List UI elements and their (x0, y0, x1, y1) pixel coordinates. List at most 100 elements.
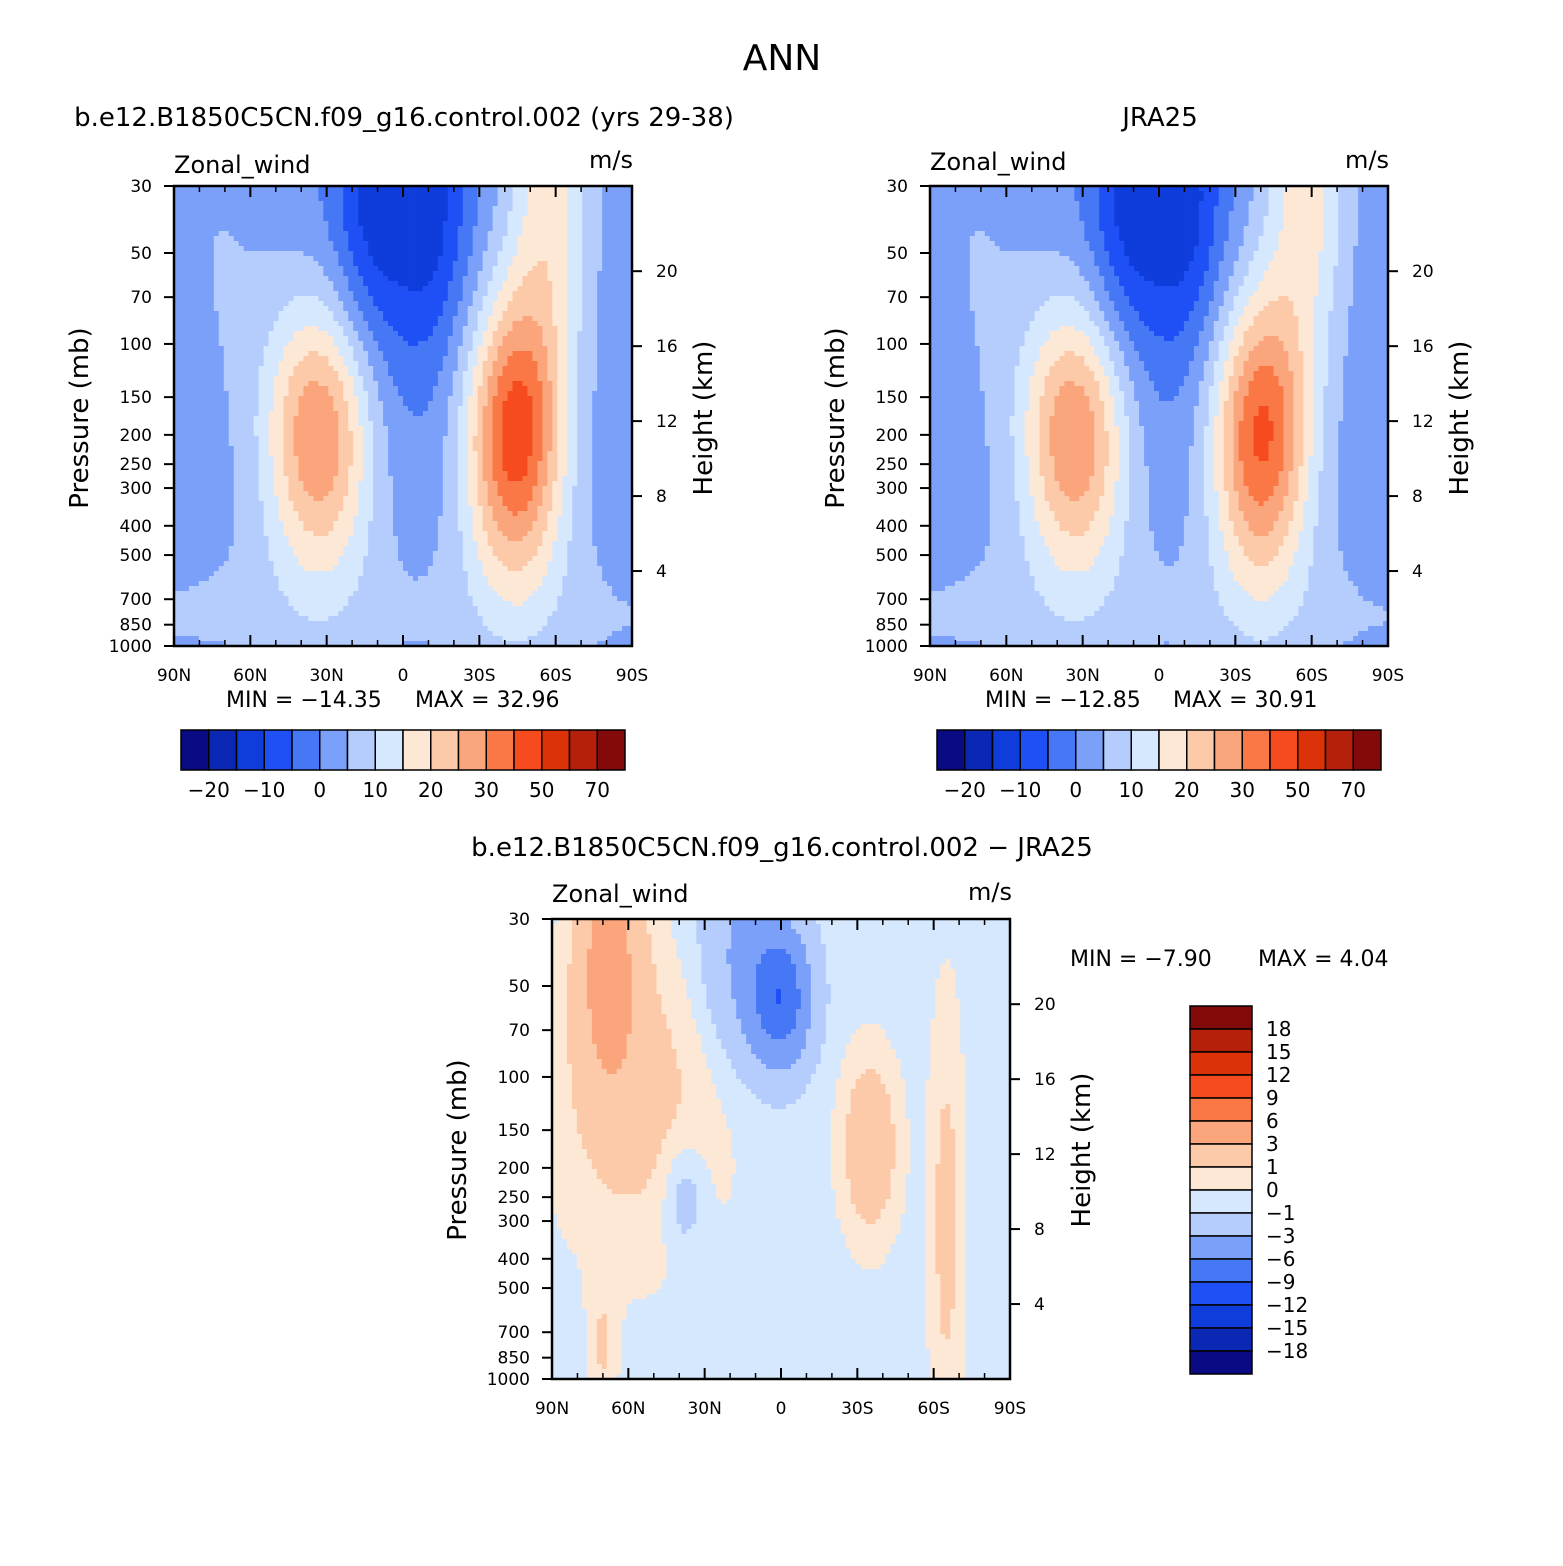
field-cell (368, 421, 374, 427)
field-cell (617, 346, 623, 352)
field-cell (283, 436, 290, 442)
field-cell (597, 376, 603, 382)
field-cell (432, 306, 439, 312)
field-cell (313, 261, 319, 267)
field-cell (213, 291, 220, 297)
field-cell (572, 296, 578, 302)
field-cell (198, 206, 205, 212)
field-cell (308, 436, 314, 442)
field-cell (492, 246, 499, 252)
field-cell (174, 316, 180, 322)
field-cell (268, 366, 275, 372)
field-cell (183, 281, 190, 287)
field-cell (587, 281, 593, 287)
field-cell (188, 431, 195, 437)
field-cell (412, 311, 419, 317)
field-cell (393, 376, 399, 382)
field-cell (537, 386, 543, 392)
field-cell (328, 306, 334, 312)
field-cell (607, 451, 613, 457)
field-cell (203, 331, 210, 337)
field-cell (477, 446, 484, 452)
field-cell (403, 366, 409, 372)
field-cell (238, 411, 245, 417)
field-cell (577, 351, 583, 357)
field-cell (393, 296, 399, 302)
field-cell (323, 391, 329, 397)
field-cell (472, 431, 479, 437)
field-cell (492, 316, 499, 322)
field-cell (417, 266, 424, 272)
field-cell (333, 296, 339, 302)
field-cell (398, 381, 404, 387)
field-cell (462, 201, 469, 207)
field-cell (552, 271, 558, 277)
field-cell (617, 436, 623, 442)
field-cell (567, 386, 573, 392)
field-cell (462, 391, 469, 397)
field-cell (383, 326, 389, 332)
field-cell (388, 416, 394, 422)
field-cell (462, 326, 469, 332)
field-cell (358, 341, 364, 347)
field-cell (622, 206, 628, 212)
field-cell (572, 431, 578, 437)
field-cell (617, 431, 623, 437)
field-cell (547, 221, 553, 227)
field-cell (198, 366, 205, 372)
field-cell (198, 321, 205, 327)
field-cell (437, 271, 444, 277)
field-cell (412, 281, 419, 287)
field-cell (243, 276, 250, 282)
field-cell (437, 301, 444, 307)
field-cell (432, 296, 439, 302)
field-cell (482, 186, 489, 192)
field-cell (243, 256, 250, 262)
field-cell (482, 351, 489, 357)
field-cell (557, 226, 563, 232)
field-cell (293, 261, 300, 267)
field-cell (243, 221, 250, 227)
field-cell (293, 436, 300, 442)
field-cell (378, 346, 384, 352)
field-cell (393, 196, 399, 202)
field-cell (502, 236, 509, 242)
field-cell (353, 251, 359, 257)
field-cell (243, 386, 250, 392)
field-cell (527, 441, 534, 447)
field-cell (358, 326, 364, 332)
field-cell (178, 226, 185, 232)
field-cell (388, 266, 394, 272)
field-cell (462, 436, 469, 442)
field-cell (467, 286, 474, 292)
field-cell (393, 451, 399, 457)
field-cell (253, 196, 260, 202)
field-cell (577, 241, 583, 247)
field-cell (557, 371, 563, 377)
field-cell (597, 236, 603, 242)
field-cell (502, 411, 509, 417)
field-cell (582, 221, 588, 227)
field-cell (273, 431, 280, 437)
field-cell (278, 236, 285, 242)
field-cell (243, 346, 250, 352)
field-cell (403, 336, 409, 342)
field-cell (487, 256, 494, 262)
field-cell (572, 366, 578, 372)
field-cell (188, 401, 195, 407)
field-cell (193, 426, 200, 432)
field-cell (522, 281, 529, 287)
field-cell (248, 256, 255, 262)
field-cell (298, 346, 305, 352)
field-cell (228, 456, 235, 462)
field-cell (288, 376, 295, 382)
field-cell (437, 371, 444, 377)
field-cell (323, 281, 329, 287)
field-cell (497, 311, 504, 317)
field-cell (542, 251, 548, 257)
field-cell (343, 316, 349, 322)
field-cell (178, 401, 185, 407)
field-cell (557, 236, 563, 242)
field-cell (398, 416, 404, 422)
field-cell (597, 206, 603, 212)
